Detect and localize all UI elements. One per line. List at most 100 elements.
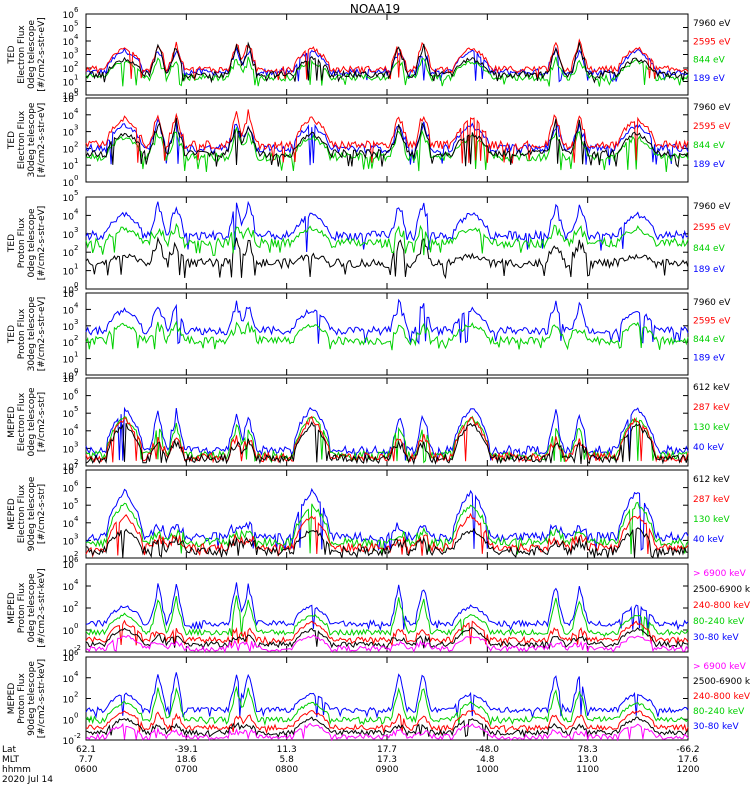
y-axis-label: Proton Flux — [17, 673, 27, 724]
legend-entry: 189 eV — [693, 265, 726, 275]
chart-title: NOAA19 — [349, 2, 401, 16]
series-line — [85, 501, 689, 555]
legend-entry: 2595 eV — [693, 122, 731, 132]
y-axis-label: Electron Flux — [17, 484, 27, 543]
y-tick-exponent: 2 — [74, 140, 78, 148]
y-axis-label: MEPED — [7, 683, 17, 715]
y-tick-exponent: 2 — [74, 244, 78, 252]
y-tick-label: 10 — [63, 323, 75, 333]
series-line — [85, 56, 689, 87]
series-line — [85, 41, 689, 84]
legend-entry: 30-80 keV — [693, 722, 739, 732]
y-tick-exponent: 2 — [74, 334, 78, 342]
y-tick-label: 10 — [63, 463, 75, 473]
y-tick-exponent: 0 — [74, 622, 78, 630]
legend-entry: 240-800 keV — [693, 601, 750, 611]
time-axis-value: -48.0 — [476, 745, 500, 755]
y-axis-label: 0deg telescope — [27, 387, 37, 457]
y-axis-label: 90deg telescope — [27, 661, 37, 736]
time-axis-value: 0600 — [75, 765, 98, 775]
legend-entry: 2595 eV — [693, 37, 731, 47]
panel-frame — [85, 13, 689, 96]
y-tick-exponent: 6 — [74, 388, 79, 396]
time-axis-value: 62.1 — [76, 745, 96, 755]
legend-entry: 130 keV — [693, 515, 730, 525]
y-tick-exponent: -2 — [74, 732, 81, 740]
series-line — [85, 46, 689, 83]
y-tick-exponent: 6 — [74, 556, 79, 564]
legend-entry: 2595 eV — [693, 317, 731, 327]
legend-entry: 240-800 keV — [693, 692, 750, 702]
legend-entry: 40 keV — [693, 443, 725, 453]
y-tick-exponent: 3 — [74, 318, 78, 326]
legend-entry: 612 keV — [693, 475, 730, 485]
legend-entry: 287 keV — [693, 495, 730, 505]
series-line — [85, 415, 689, 464]
y-tick-label: 10 — [63, 696, 75, 706]
y-tick-label: 10 — [63, 716, 75, 726]
y-tick-exponent: 2 — [74, 600, 78, 608]
series-line — [85, 117, 689, 168]
series-line — [85, 421, 689, 466]
y-axis-label: MEPED — [7, 592, 17, 624]
series-line — [85, 672, 689, 719]
y-tick-exponent: 3 — [74, 226, 78, 234]
panel-frame — [85, 469, 689, 559]
legend-entry: 844 eV — [693, 56, 726, 66]
y-axis-label: MEPED — [7, 498, 17, 530]
time-axis-value: 7.7 — [79, 755, 93, 765]
y-tick-exponent: 5 — [74, 20, 78, 28]
y-tick-exponent: 0 — [74, 174, 78, 182]
y-tick-exponent: 5 — [74, 189, 78, 197]
time-axis-value: 1200 — [677, 765, 700, 775]
y-axis-label: 90deg telescope — [27, 476, 37, 551]
y-axis-label: TED — [7, 131, 17, 150]
series-line — [85, 512, 689, 558]
y-tick-exponent: 4 — [74, 33, 79, 41]
series-line — [85, 527, 689, 559]
y-tick-exponent: 5 — [74, 405, 78, 413]
y-tick-exponent: 2 — [74, 458, 78, 466]
time-axis-value: 17.3 — [377, 755, 397, 765]
y-tick-label: 10 — [63, 249, 75, 259]
time-axis-value: 17.7 — [377, 745, 397, 755]
legend-entry: 80-240 keV — [693, 617, 745, 627]
y-axis-label: TED — [7, 234, 17, 253]
time-axis-value: 11.3 — [277, 745, 297, 755]
y-tick-label: 10 — [63, 145, 75, 155]
y-tick-label: 10 — [63, 393, 75, 403]
time-axis-value: 0900 — [376, 765, 399, 775]
y-tick-exponent: 4 — [74, 515, 79, 523]
series-line — [85, 634, 689, 654]
y-tick-label: 10 — [63, 410, 75, 420]
y-tick-exponent: 3 — [74, 532, 78, 540]
legend-entry: 189 eV — [693, 354, 726, 364]
time-axis-row-label: Lat — [2, 745, 17, 755]
y-tick-exponent: 4 — [74, 107, 79, 115]
time-axis-value: 13.0 — [578, 755, 598, 765]
series-line — [85, 298, 689, 345]
y-tick-exponent: 5 — [74, 285, 78, 293]
y-tick-label: 10 — [63, 95, 75, 105]
series-line — [85, 487, 689, 551]
y-axis-label: 30deg telescope — [27, 296, 37, 371]
legend-entry: 2500-6900 keV — [693, 585, 750, 595]
y-tick-exponent: 6 — [74, 649, 79, 657]
y-tick-exponent: 5 — [74, 497, 78, 505]
series-line — [85, 722, 689, 742]
y-tick-label: 10 — [63, 537, 75, 547]
y-tick-exponent: 4 — [74, 423, 79, 431]
panel-frame — [85, 196, 689, 290]
y-axis-label: [#/cm2-s-str-eV] — [37, 297, 47, 372]
y-tick-exponent: 3 — [74, 440, 78, 448]
legend-entry: 844 eV — [693, 141, 726, 151]
y-tick-exponent: 4 — [74, 207, 79, 215]
y-tick-label: 10 — [63, 627, 75, 637]
y-tick-exponent: 4 — [74, 578, 79, 586]
y-tick-label: 10 — [63, 268, 75, 278]
panel-frame — [85, 97, 689, 183]
y-axis-label: Proton Flux — [17, 217, 27, 268]
y-tick-exponent: 2 — [74, 691, 78, 699]
series-line — [85, 582, 689, 632]
